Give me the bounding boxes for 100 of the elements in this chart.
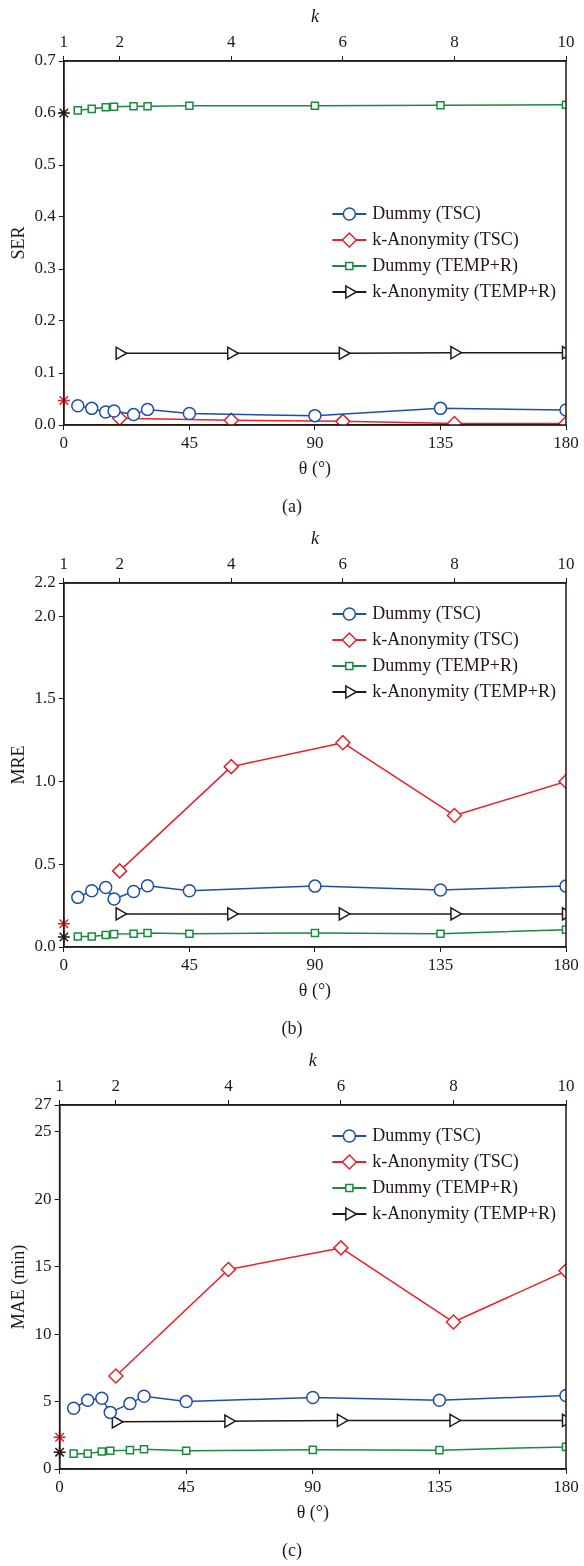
- point: [105, 1446, 115, 1455]
- point: [57, 393, 71, 408]
- text: (a): [282, 496, 302, 517]
- y-tick-label: 0.7: [34, 50, 57, 70]
- legend-label: Dummy (TEMP+R): [372, 254, 519, 276]
- x2-axis-title: k: [310, 5, 320, 26]
- point: [310, 101, 320, 111]
- x-tick-label: 90: [304, 1476, 322, 1496]
- point: [109, 102, 119, 112]
- x-tick-label: 135: [427, 954, 454, 974]
- y-tick-label: 0.3: [34, 258, 56, 278]
- x2-tick-label: 4: [224, 1076, 234, 1096]
- x-tick-label: 45: [177, 1476, 195, 1496]
- x2-tick-label: 6: [338, 554, 348, 574]
- point: [310, 928, 320, 938]
- x2-tick-label: 8: [449, 1076, 458, 1096]
- y-tick-label: 0.0: [34, 414, 56, 434]
- x-tick-label: 45: [180, 954, 198, 974]
- x2-tick-label: 4: [226, 32, 236, 52]
- x-axis-title: θ (°): [298, 979, 332, 1001]
- y-tick-label: 0.5: [34, 154, 56, 174]
- point: [436, 929, 445, 939]
- point: [143, 101, 152, 111]
- y-tick-label: 2.0: [34, 605, 56, 625]
- x2-tick-label: 2: [111, 1076, 121, 1096]
- x-tick-label: 180: [553, 432, 579, 452]
- point: [97, 1447, 107, 1456]
- point: [185, 101, 194, 111]
- x-tick-label: 135: [426, 1476, 453, 1496]
- point: [435, 1445, 444, 1455]
- point: [107, 404, 121, 418]
- x-tick-label: 45: [180, 432, 198, 452]
- point: [85, 884, 99, 898]
- text: (b): [281, 1018, 303, 1039]
- point: [87, 104, 97, 114]
- point: [101, 102, 110, 112]
- x-tick-label: 135: [427, 432, 454, 452]
- legend-label: k-Anonymity (TSC): [372, 628, 519, 650]
- y-tick-label: 0.2: [34, 310, 56, 330]
- point: [143, 928, 152, 938]
- point: [433, 401, 448, 416]
- x2-axis-title: k: [310, 527, 320, 548]
- y-tick-label: 25: [34, 1121, 52, 1141]
- y-tick-label: 1.0: [34, 771, 56, 791]
- point: [139, 1444, 149, 1454]
- legend-label: Dummy (TEMP+R): [372, 1176, 519, 1198]
- point: [95, 1391, 109, 1405]
- y-axis-title: MRE: [7, 745, 28, 785]
- point: [125, 1445, 135, 1455]
- point: [98, 880, 113, 895]
- x-axis-title: θ (°): [296, 1501, 329, 1523]
- point: [80, 1393, 95, 1407]
- text: (c): [282, 1540, 302, 1561]
- point: [140, 402, 155, 417]
- legend-label: k-Anonymity (TEMP+R): [372, 680, 557, 702]
- x-tick-label: 180: [553, 1476, 579, 1496]
- point: [436, 100, 445, 110]
- point: [71, 399, 85, 413]
- point: [432, 1393, 447, 1407]
- y-tick-label: 1.5: [34, 688, 56, 708]
- legend-label: Dummy (TSC): [372, 202, 481, 224]
- point: [85, 401, 99, 416]
- point: [52, 1445, 67, 1459]
- point: [129, 929, 138, 939]
- y-tick-label: 27: [34, 1094, 53, 1114]
- legend-label: Dummy (TSC): [372, 602, 481, 624]
- point: [73, 932, 83, 941]
- point: [129, 101, 138, 111]
- point: [52, 1430, 67, 1444]
- x2-tick-label: 6: [336, 1076, 346, 1096]
- point: [69, 1449, 78, 1458]
- point: [140, 879, 155, 893]
- x2-tick-label: 1: [59, 32, 69, 52]
- point: [101, 930, 110, 940]
- point: [107, 892, 121, 906]
- x2-tick-label: 8: [450, 554, 459, 574]
- x-tick-label: 180: [553, 954, 579, 974]
- point: [182, 406, 197, 421]
- y-tick-label: 0.5: [34, 853, 56, 873]
- y-tick-label: 0.6: [34, 102, 56, 122]
- x2-tick-label: 10: [557, 32, 575, 52]
- legend-label: Dummy (TSC): [372, 1124, 481, 1146]
- x2-tick-label: 10: [557, 1076, 575, 1096]
- y-axis-title: SER: [7, 226, 28, 260]
- x2-tick-label: 6: [338, 32, 348, 52]
- x2-axis-title: k: [308, 1049, 318, 1070]
- point: [308, 879, 322, 893]
- point: [126, 884, 141, 899]
- y-tick-label: 2.2: [34, 572, 56, 592]
- y-tick-label: 0.4: [34, 206, 57, 226]
- x2-tick-label: 4: [226, 554, 236, 574]
- legend-label: k-Anonymity (TSC): [372, 228, 519, 250]
- legend-label: k-Anonymity (TSC): [372, 1150, 519, 1172]
- point: [83, 1449, 93, 1458]
- x-tick-label: 90: [306, 954, 324, 974]
- point: [123, 1396, 137, 1411]
- x2-tick-label: 2: [115, 32, 124, 52]
- point: [103, 1405, 117, 1420]
- legend-label: Dummy (TEMP+R): [372, 654, 519, 676]
- point: [66, 1401, 81, 1416]
